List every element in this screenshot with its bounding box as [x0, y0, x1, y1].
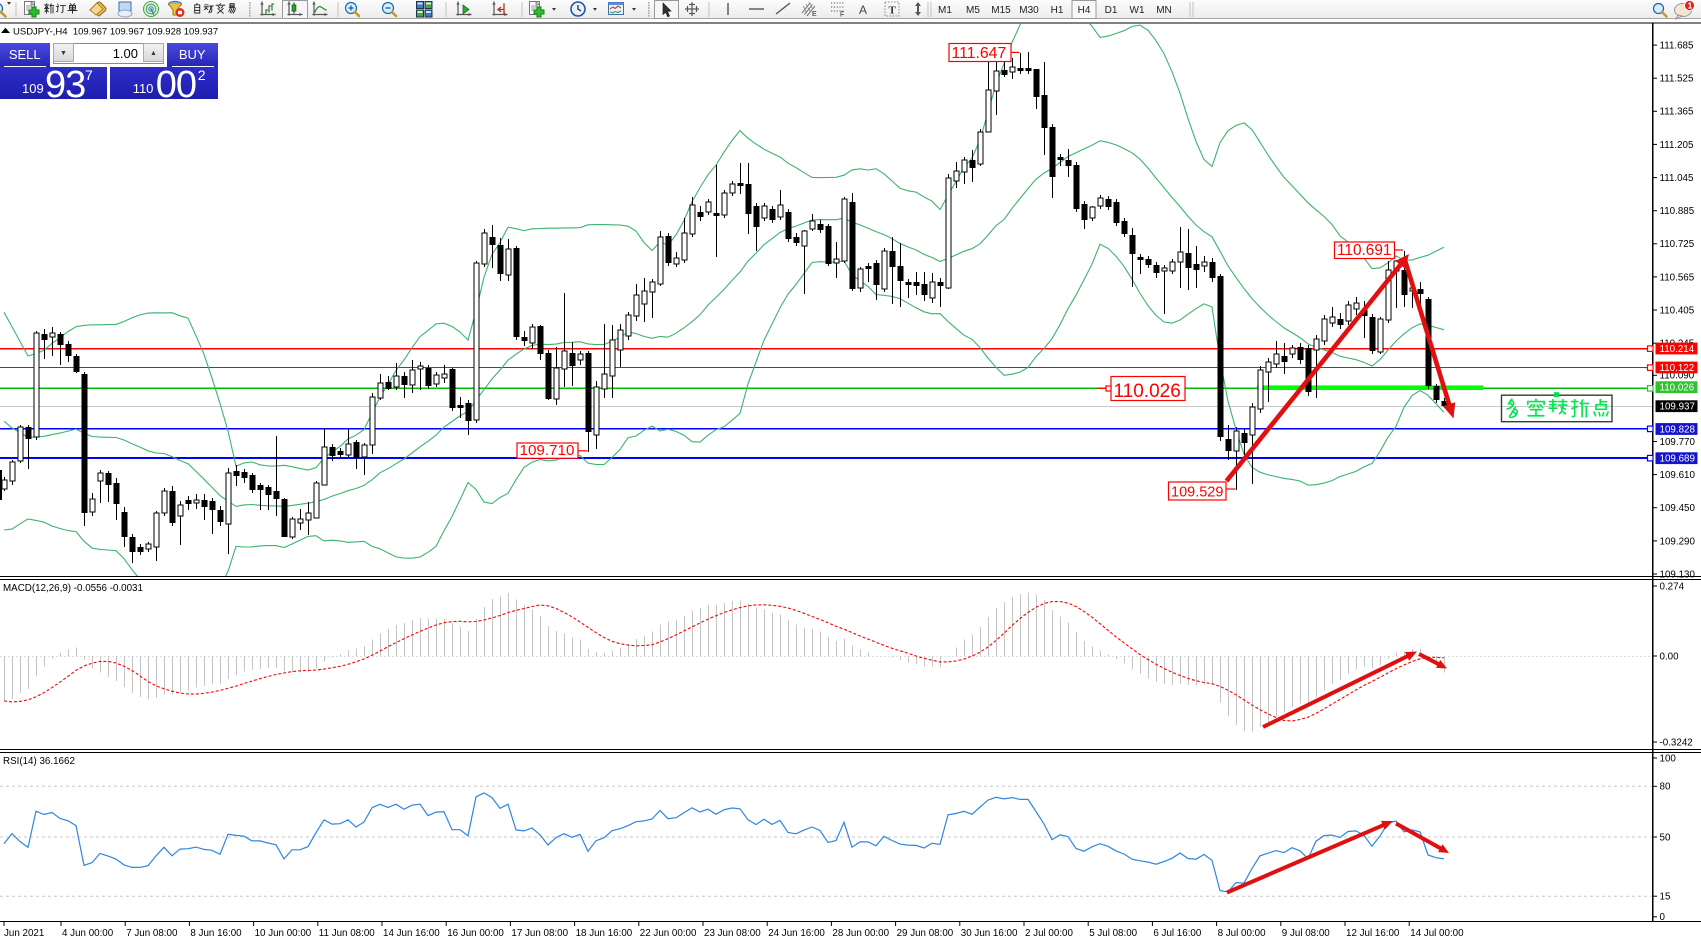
svg-text:28 Jun 00:00: 28 Jun 00:00: [832, 928, 889, 939]
svg-text:110.090: 110.090: [1660, 371, 1695, 382]
svg-text:17 Jun 08:00: 17 Jun 08:00: [511, 928, 568, 939]
svg-text:6 Jul 16:00: 6 Jul 16:00: [1153, 928, 1201, 939]
svg-text:110.405: 110.405: [1660, 305, 1695, 316]
svg-text:MN: MN: [1156, 5, 1172, 16]
svg-text:5 Jul 08:00: 5 Jul 08:00: [1089, 928, 1137, 939]
svg-text:H1: H1: [1051, 5, 1064, 16]
svg-text:110.122: 110.122: [1660, 363, 1695, 374]
svg-text:H4: H4: [1078, 5, 1091, 16]
svg-text:15: 15: [1660, 892, 1671, 903]
svg-text:110.725: 110.725: [1660, 239, 1695, 250]
svg-text:MACD(12,26,9) -0.0556 -0.0031: MACD(12,26,9) -0.0556 -0.0031: [3, 583, 143, 594]
svg-text:111.205: 111.205: [1660, 140, 1695, 151]
svg-text:RSI(14) 36.1662: RSI(14) 36.1662: [3, 756, 75, 767]
svg-text:M5: M5: [966, 5, 980, 16]
svg-text:E: E: [812, 11, 817, 18]
svg-text:111.365: 111.365: [1660, 107, 1695, 118]
svg-text:7 Jun 08:00: 7 Jun 08:00: [126, 928, 178, 939]
svg-text:111.045: 111.045: [1660, 173, 1695, 184]
svg-text:18 Jun 16:00: 18 Jun 16:00: [576, 928, 633, 939]
svg-text:12 Jul 16:00: 12 Jul 16:00: [1346, 928, 1400, 939]
svg-text:30 Jun 16:00: 30 Jun 16:00: [961, 928, 1018, 939]
svg-text:A: A: [859, 3, 867, 17]
svg-text:W1: W1: [1130, 5, 1145, 16]
svg-text:50: 50: [1660, 832, 1671, 843]
svg-text:0.274: 0.274: [1660, 581, 1685, 592]
svg-text:109.828: 109.828: [1660, 425, 1696, 436]
svg-text:109.290: 109.290: [1660, 536, 1696, 547]
svg-text:4 Jun 00:00: 4 Jun 00:00: [62, 928, 114, 939]
svg-text:24 Jun 16:00: 24 Jun 16:00: [768, 928, 825, 939]
svg-text:M15: M15: [991, 5, 1011, 16]
svg-text:23 Jun 08:00: 23 Jun 08:00: [704, 928, 761, 939]
svg-text:109.529: 109.529: [1171, 485, 1223, 501]
svg-text:8 Jul 00:00: 8 Jul 00:00: [1218, 928, 1266, 939]
svg-text:0.00: 0.00: [1660, 651, 1680, 662]
svg-text:110.214: 110.214: [1660, 344, 1695, 355]
svg-text:10 Jun 00:00: 10 Jun 00:00: [255, 928, 312, 939]
svg-text:11 Jun 08:00: 11 Jun 08:00: [319, 928, 375, 939]
svg-text:110.885: 110.885: [1660, 206, 1695, 217]
svg-text:109.937: 109.937: [1660, 402, 1695, 413]
svg-text:110.026: 110.026: [1660, 383, 1695, 394]
svg-text:80: 80: [1660, 782, 1671, 793]
svg-text:0: 0: [1660, 912, 1666, 923]
svg-text:111.525: 111.525: [1660, 74, 1695, 85]
svg-text:Jun 2021: Jun 2021: [4, 928, 44, 939]
svg-text:109.130: 109.130: [1660, 569, 1696, 580]
svg-text:109.450: 109.450: [1660, 503, 1696, 514]
svg-text:109.710: 109.710: [520, 442, 575, 459]
svg-text:110.026: 110.026: [1114, 381, 1181, 402]
svg-text:29 Jun 08:00: 29 Jun 08:00: [897, 928, 954, 939]
svg-text:110.565: 110.565: [1660, 272, 1695, 283]
svg-text:D1: D1: [1105, 5, 1118, 16]
svg-text:1: 1: [1688, 1, 1693, 10]
svg-text:109.689: 109.689: [1660, 454, 1695, 465]
svg-text:-0.3242: -0.3242: [1660, 737, 1693, 748]
svg-text:100: 100: [1660, 753, 1677, 764]
svg-text:2 Jul 00:00: 2 Jul 00:00: [1025, 928, 1073, 939]
svg-text:111.685: 111.685: [1660, 41, 1695, 52]
svg-text:F: F: [840, 12, 844, 19]
svg-text:M1: M1: [938, 5, 952, 16]
svg-text:109.770: 109.770: [1660, 437, 1696, 448]
svg-text:110.691: 110.691: [1337, 242, 1392, 259]
svg-text:16 Jun 00:00: 16 Jun 00:00: [447, 928, 504, 939]
svg-text:USDJPY-,H4 109.967 109.967 10: USDJPY-,H4 109.967 109.967 109.928 109.9…: [13, 27, 218, 38]
svg-text:M30: M30: [1019, 5, 1039, 16]
svg-text:14 Jul 00:00: 14 Jul 00:00: [1410, 928, 1464, 939]
svg-text:14 Jun 16:00: 14 Jun 16:00: [383, 928, 440, 939]
svg-text:111.647: 111.647: [952, 45, 1007, 62]
svg-text:T: T: [889, 5, 897, 17]
svg-text:109.610: 109.610: [1660, 470, 1696, 481]
svg-text:22 Jun 00:00: 22 Jun 00:00: [640, 928, 697, 939]
svg-text:9 Jul 08:00: 9 Jul 08:00: [1282, 928, 1330, 939]
svg-text:8 Jun 16:00: 8 Jun 16:00: [190, 928, 242, 939]
